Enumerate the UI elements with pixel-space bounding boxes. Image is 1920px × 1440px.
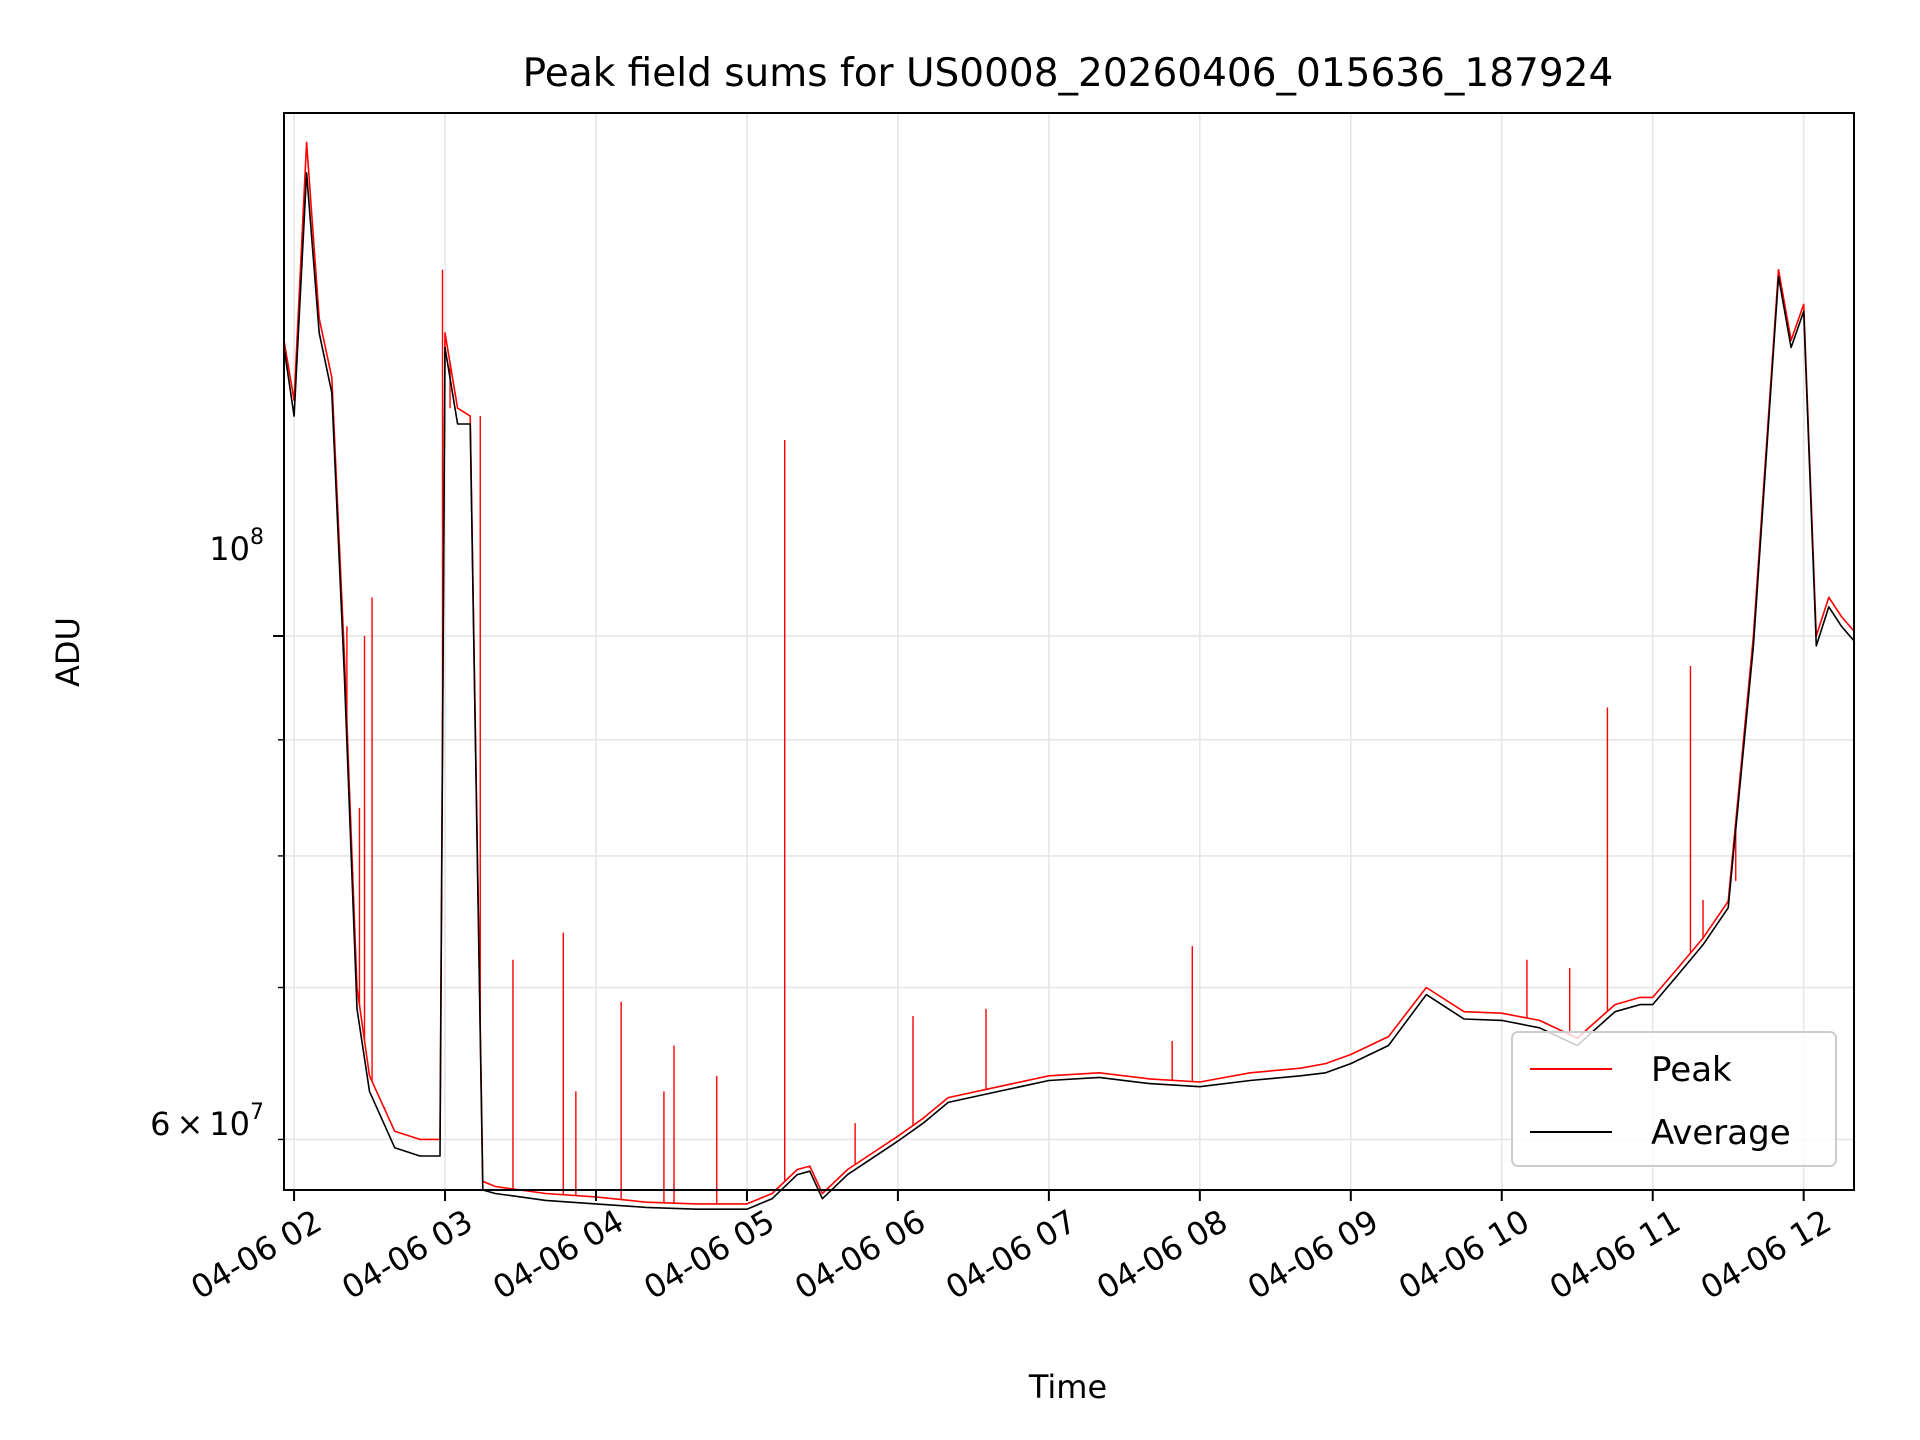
series-line-peak (283, 141, 1855, 1205)
x-tick-label: 04-06 06 (788, 1202, 932, 1307)
chart-title: Peak field sums for US0008_20260406_0156… (523, 51, 1614, 96)
axis-ticks: 04-06 02 04-06 03 04-06 04 04-06 05 04-06 06… (184, 634, 1838, 1307)
x-tick-label: 04-06 05 (637, 1202, 781, 1307)
y-tick-label-6e7: 6 × 107 (150, 1100, 264, 1143)
x-tick-label: 04-06 03 (335, 1202, 479, 1307)
legend: Peak Average (1511, 1031, 1837, 1167)
grid (284, 113, 1854, 1190)
x-axis-label: Time (1028, 1368, 1107, 1406)
legend-average-label: Average (1651, 1113, 1791, 1153)
x-tick-label: 04-06 11 (1543, 1202, 1687, 1307)
x-tick-label: 04-06 02 (184, 1202, 328, 1307)
y-axis-label: ADU (49, 617, 87, 687)
x-tick-label: 04-06 08 (1090, 1202, 1234, 1307)
x-tick-label: 04-06 07 (939, 1202, 1083, 1307)
x-tick-label: 04-06 04 (486, 1202, 630, 1307)
x-tick-label: 04-06 12 (1694, 1202, 1838, 1307)
legend-peak-label: Peak (1651, 1050, 1732, 1090)
x-tick-label: 04-06 10 (1392, 1202, 1536, 1307)
plot-lines (283, 141, 1855, 1210)
y-tick-label-1e8: 108 (209, 525, 264, 568)
x-tick-label: 04-06 09 (1241, 1202, 1385, 1307)
series-line-average (283, 172, 1855, 1210)
plot-frame (283, 112, 1855, 1191)
